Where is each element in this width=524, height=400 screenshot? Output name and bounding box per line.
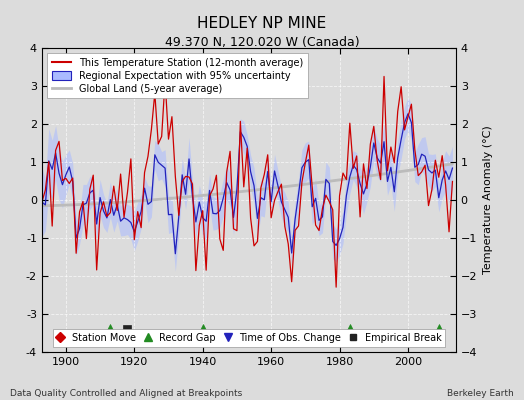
Text: Data Quality Controlled and Aligned at Breakpoints: Data Quality Controlled and Aligned at B… [10, 389, 243, 398]
Text: Berkeley Earth: Berkeley Earth [447, 389, 514, 398]
Text: HEDLEY NP MINE: HEDLEY NP MINE [198, 16, 326, 31]
Legend: Station Move, Record Gap, Time of Obs. Change, Empirical Break: Station Move, Record Gap, Time of Obs. C… [52, 329, 445, 347]
Y-axis label: Temperature Anomaly (°C): Temperature Anomaly (°C) [483, 126, 493, 274]
Text: 49.370 N, 120.020 W (Canada): 49.370 N, 120.020 W (Canada) [165, 36, 359, 49]
